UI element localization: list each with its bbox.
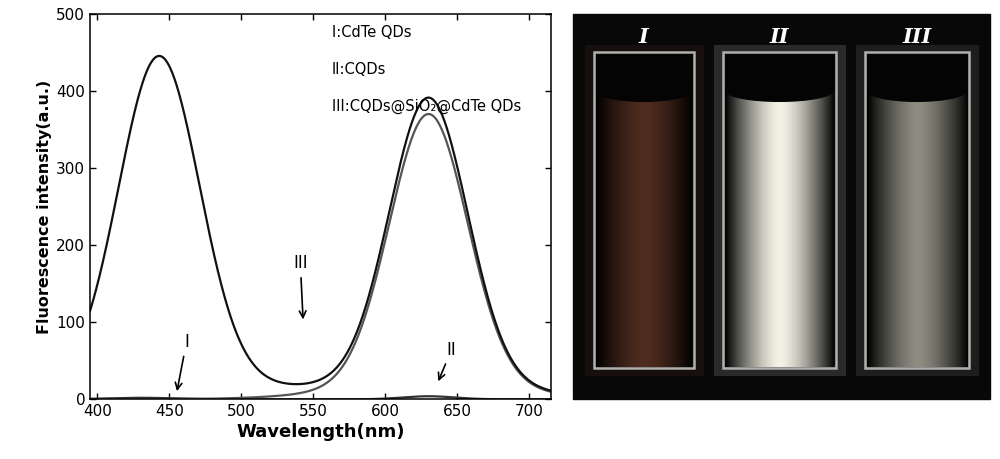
Bar [867,52,967,90]
Y-axis label: Fluorescence intensity(a.u.): Fluorescence intensity(a.u.) [37,79,52,334]
Ellipse shape [725,79,834,101]
X-axis label: Wavelength(nm): Wavelength(nm) [236,423,405,442]
Text: I: I [639,27,649,47]
Ellipse shape [596,79,692,101]
Text: II: II [438,341,456,380]
Text: II:CQDs: II:CQDs [332,62,386,77]
Text: III: III [902,27,932,47]
Bar [596,52,692,90]
Ellipse shape [867,79,967,101]
Text: III:CQDs@SiO₂@CdTe QDs: III:CQDs@SiO₂@CdTe QDs [332,99,521,114]
Bar [725,52,834,90]
Text: I:CdTe QDs: I:CdTe QDs [332,25,412,40]
Text: II: II [770,27,789,47]
Text: III: III [293,254,308,318]
Text: I: I [175,333,189,389]
